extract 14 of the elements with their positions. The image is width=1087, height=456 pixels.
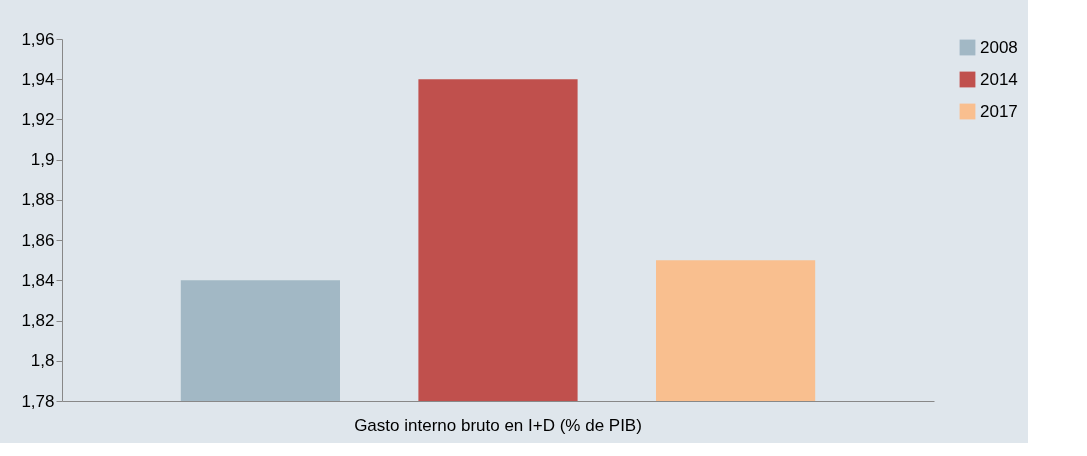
x-tick-label: Gasto interno bruto en I+D (% de PIB) [354,415,642,435]
y-tick-label: 1,88 [21,190,55,210]
y-tick-label: 1,82 [21,311,55,331]
y-tick-label: 1,96 [21,29,55,49]
y-tick-label: 1,9 [30,150,55,170]
y-tick-label: 1,84 [21,270,55,290]
y-tick-label: 1,92 [21,109,55,129]
legend-label: 2008 [980,37,1018,57]
y-tick-label: 1,94 [21,69,55,89]
legend-label: 2014 [980,69,1018,89]
legend-label: 2017 [980,101,1018,121]
y-tick-label: 1,8 [30,351,55,371]
y-tick-label: 1,78 [21,391,55,411]
y-tick-label: 1,86 [21,230,55,250]
